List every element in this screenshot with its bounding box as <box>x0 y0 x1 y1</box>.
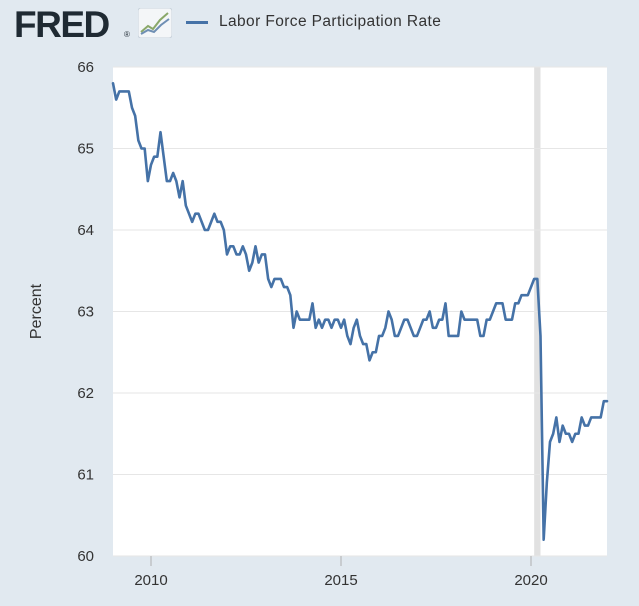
fred-logo-text: FRED <box>14 4 110 45</box>
y-tick-label: 61 <box>77 467 94 484</box>
x-tick-label: 2010 <box>134 572 167 589</box>
header: FRED ® Labor Force Participation Rate <box>0 0 639 50</box>
series-line <box>111 82 609 542</box>
legend-swatch <box>186 21 208 24</box>
y-tick-label: 64 <box>77 222 94 239</box>
y-tick-label: 60 <box>77 548 94 565</box>
y-tick-label: 66 <box>77 59 94 76</box>
fred-logo[interactable]: FRED <box>14 3 110 47</box>
x-tick-label: 2020 <box>514 572 547 589</box>
y-axis-title: Percent <box>28 283 45 339</box>
line-chart-icon <box>138 8 172 38</box>
y-tick-label: 63 <box>77 304 94 321</box>
legend-label[interactable]: Labor Force Participation Rate <box>219 13 442 30</box>
x-tick-label: 2015 <box>324 572 357 589</box>
registered-mark: ® <box>124 30 130 39</box>
y-tick-label: 62 <box>77 385 94 402</box>
y-tick-label: 65 <box>77 141 94 158</box>
